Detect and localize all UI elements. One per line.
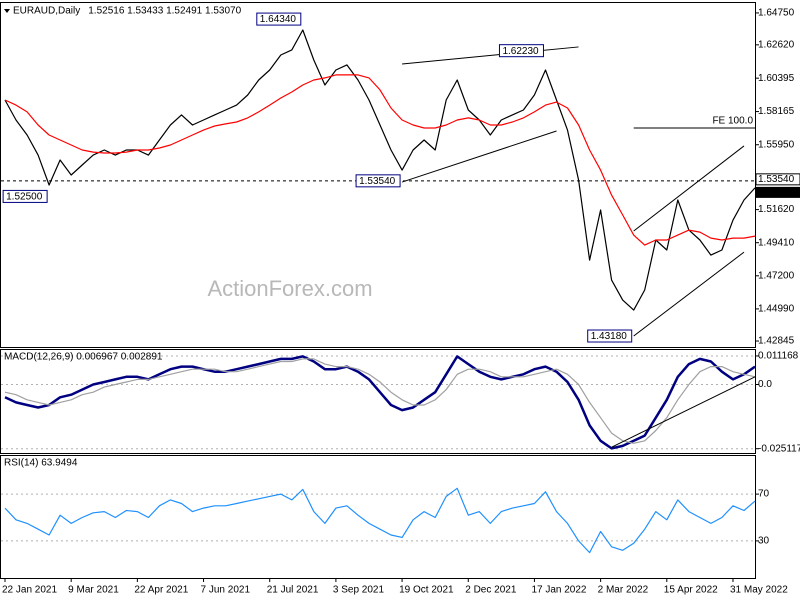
annotation-box xyxy=(355,174,401,188)
annotation-label: 1.62230 xyxy=(502,46,539,57)
x-tick-label: 2 Mar 2022 xyxy=(598,585,649,596)
y-tick-label: 1.55950 xyxy=(758,139,795,150)
x-tick-label: 31 May 2022 xyxy=(730,585,788,596)
y-tick-label: 1.62620 xyxy=(758,39,795,50)
chart-subtitle: 1.52516 1.53433 1.52491 1.53070 xyxy=(88,6,241,17)
series-line xyxy=(4,358,756,444)
y-tick-label: 1.51620 xyxy=(758,204,795,215)
pane-frame xyxy=(0,349,756,454)
pane-frame xyxy=(0,455,756,579)
annotation-label: 1.64340 xyxy=(260,14,297,25)
x-tick-label: 19 Oct 2021 xyxy=(399,585,454,596)
current-price-box xyxy=(756,186,800,198)
y-tick-label: 1.60395 xyxy=(758,73,795,84)
x-tick-label: 17 Jan 2022 xyxy=(531,585,586,596)
x-tick-label: 3 Sep 2021 xyxy=(333,585,385,596)
trendline xyxy=(402,46,579,65)
menu-icon xyxy=(4,9,10,13)
y-tick-label: 0.011168 xyxy=(758,351,799,362)
x-tick-label: 9 Mar 2021 xyxy=(68,585,119,596)
y-tick-label: 70 xyxy=(758,489,770,500)
pane-title: MACD(12,26,9) 0.006967 0.002891 xyxy=(4,352,163,363)
series-line xyxy=(4,74,756,246)
pane-title: RSI(14) 63.9494 xyxy=(4,458,78,469)
current-price-label: 1.53070 xyxy=(758,187,795,198)
annotation-box xyxy=(587,329,633,343)
trendline xyxy=(401,130,557,183)
annotation-label: 1.43180 xyxy=(591,331,628,342)
annotation-label: 1.53540 xyxy=(359,176,396,187)
watermark: ActionForex.com xyxy=(207,276,372,301)
y-tick-label: 1.47200 xyxy=(758,270,795,281)
level-label: 1.53540 xyxy=(758,174,795,185)
trendline xyxy=(611,376,756,448)
annotation-label: 1.52500 xyxy=(6,192,43,203)
y-tick-label: 1.42845 xyxy=(758,336,795,347)
annotation-box xyxy=(498,44,544,58)
annotation-box xyxy=(256,12,302,26)
series-line xyxy=(4,29,756,311)
trendline xyxy=(633,145,745,232)
trendline xyxy=(633,251,745,337)
x-tick-label: 22 Apr 2021 xyxy=(134,585,188,596)
y-tick-label: -0.025117 xyxy=(758,443,800,454)
series-line xyxy=(4,487,756,554)
fe-label: FE 100.0 xyxy=(712,116,753,127)
y-tick-label: 1.49410 xyxy=(758,237,795,248)
x-tick-label: 22 Jan 2021 xyxy=(2,585,57,596)
x-tick-label: 2 Dec 2021 xyxy=(465,585,517,596)
level-label-box xyxy=(755,173,800,186)
y-tick-label: 1.58165 xyxy=(758,106,795,117)
annotation-box xyxy=(2,189,48,203)
x-tick-label: 7 Jun 2021 xyxy=(201,585,251,596)
y-tick-label: 0.0 xyxy=(758,379,772,390)
x-tick-label: 15 Apr 2022 xyxy=(664,585,718,596)
y-tick-label: 1.64750 xyxy=(758,8,795,19)
y-tick-label: 1.44990 xyxy=(758,304,795,315)
y-tick-label: 30 xyxy=(758,536,770,547)
x-tick-label: 21 Jul 2021 xyxy=(267,585,319,596)
chart-title: EURAUD,Daily xyxy=(13,6,80,17)
